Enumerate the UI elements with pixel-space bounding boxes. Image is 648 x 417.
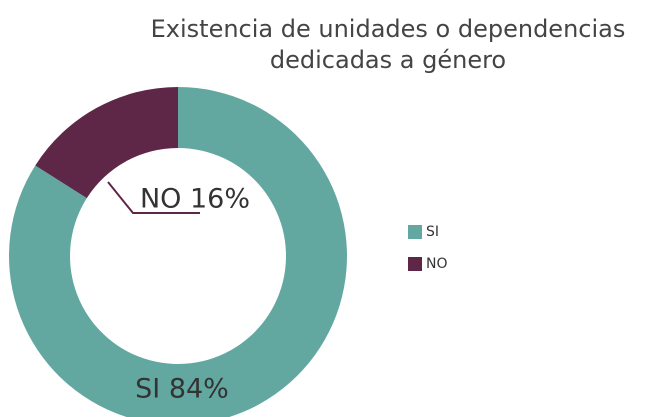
legend-swatch [408, 257, 422, 271]
legend-swatch [408, 225, 422, 239]
slice [9, 87, 347, 417]
leader-line [107, 181, 200, 214]
legend-label: NO [426, 256, 448, 272]
slice [35, 87, 179, 199]
chart-title: Existencia de unidades o dependencias de… [150, 15, 626, 74]
data-label: SI 84% [135, 374, 229, 405]
data-label: NO 16% [140, 184, 250, 215]
legend-label: SI [426, 224, 439, 240]
